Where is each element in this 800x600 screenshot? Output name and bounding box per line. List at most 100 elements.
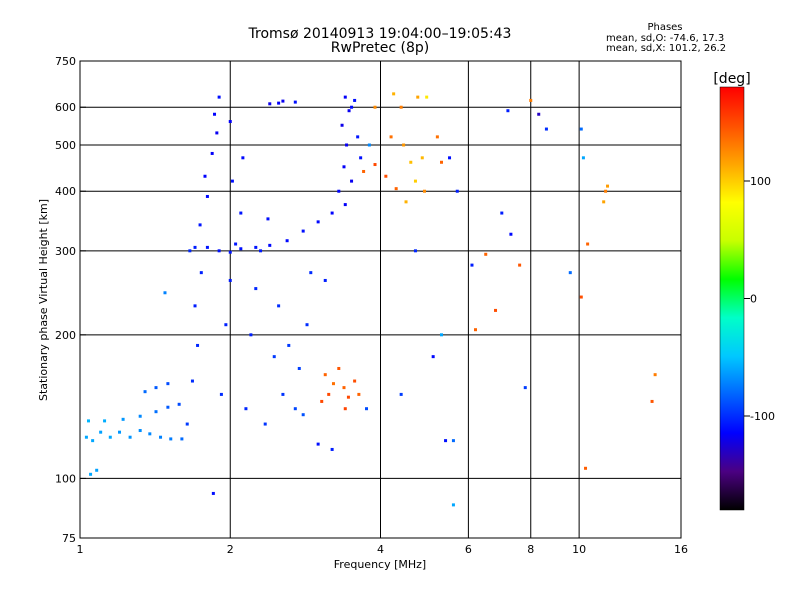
data-point (138, 429, 142, 433)
data-point (602, 200, 606, 204)
data-point (343, 407, 347, 411)
data-point (537, 112, 541, 116)
data-point (266, 217, 270, 221)
colorbar-tick-label: 100 (750, 175, 771, 188)
colorbar-tick-label: 0 (750, 293, 757, 306)
colorbar-gradient (719, 86, 745, 511)
data-point (337, 366, 341, 370)
data-point (177, 402, 181, 406)
data-point (215, 131, 219, 135)
data-point (399, 392, 403, 396)
y-tick-label: 75 (62, 532, 76, 545)
data-point (470, 263, 474, 267)
data-point (494, 308, 498, 312)
data-point (198, 223, 202, 227)
data-point (128, 435, 132, 439)
data-point (163, 291, 167, 295)
data-point (193, 245, 197, 249)
data-point (154, 386, 158, 390)
data-point (268, 243, 272, 247)
data-point (389, 135, 393, 139)
data-point (190, 379, 194, 383)
data-point (118, 430, 122, 434)
data-point (346, 395, 350, 399)
colorbar-unit-label: [deg] (713, 71, 750, 87)
data-point (435, 135, 439, 139)
data-point (169, 437, 173, 441)
data-point (205, 194, 209, 198)
data-point (402, 143, 406, 147)
data-point (343, 95, 347, 99)
x-tick-label: 10 (572, 543, 586, 556)
data-point (91, 439, 95, 443)
data-point (342, 165, 346, 169)
phase-stats-x: mean, sd,X: 101.2, 26.2 (606, 43, 727, 54)
data-point (579, 295, 583, 299)
x-tick-label: 1 (77, 543, 84, 556)
data-point (342, 386, 346, 390)
data-point (384, 174, 388, 178)
colorbar-ticks: 100 0 -100 (744, 175, 775, 423)
data-point (239, 247, 243, 251)
data-point (272, 355, 276, 359)
data-point (241, 156, 245, 160)
data-point (399, 105, 403, 109)
x-tick-label: 2 (227, 543, 234, 556)
data-point (331, 382, 335, 386)
data-point (323, 373, 327, 377)
data-point (305, 323, 309, 327)
data-point (353, 98, 357, 102)
data-point (301, 229, 305, 233)
x-tick-label: 6 (465, 543, 472, 556)
data-point (234, 242, 238, 246)
data-point (604, 189, 608, 193)
data-point (509, 232, 513, 236)
data-point (108, 435, 112, 439)
data-point (254, 245, 258, 249)
colorbar: [deg] 100 0 -100 (713, 71, 775, 511)
data-point (350, 105, 354, 109)
data-point (277, 101, 281, 105)
data-point (259, 249, 263, 253)
data-point (103, 419, 107, 423)
data-point (316, 442, 320, 446)
chart-subtitle: RwPretec (8p) (330, 40, 430, 56)
data-point (185, 422, 189, 426)
data-point (330, 447, 334, 451)
data-point (277, 304, 281, 308)
y-axis-ticks: 75 100 200 300 400 500 600 750 (55, 55, 86, 545)
data-point (409, 160, 413, 164)
data-point (650, 399, 654, 403)
y-tick-label: 100 (55, 472, 76, 485)
data-point (359, 156, 363, 160)
data-point (404, 200, 408, 204)
data-point (89, 472, 93, 476)
y-tick-label: 500 (55, 139, 76, 152)
data-point (293, 100, 297, 104)
x-tick-label: 16 (674, 543, 688, 556)
data-point (425, 95, 429, 99)
data-point (301, 413, 305, 417)
data-point (143, 390, 147, 394)
data-point (249, 333, 253, 337)
data-point (159, 435, 163, 439)
y-tick-label: 300 (55, 245, 76, 258)
data-point (353, 379, 357, 383)
data-point (440, 333, 444, 337)
data-point (373, 105, 377, 109)
data-point (84, 435, 88, 439)
x-tick-label: 4 (377, 543, 384, 556)
data-point (219, 392, 223, 396)
phase-stats-o: mean, sd,O: -74.6, 17.3 (606, 33, 725, 44)
data-point (653, 373, 657, 377)
data-point (367, 143, 371, 147)
data-point (581, 156, 585, 160)
data-point (297, 366, 301, 370)
data-point (230, 179, 234, 183)
data-point (166, 405, 170, 409)
data-point (362, 169, 366, 173)
data-point (347, 109, 351, 113)
data-point (244, 407, 248, 411)
